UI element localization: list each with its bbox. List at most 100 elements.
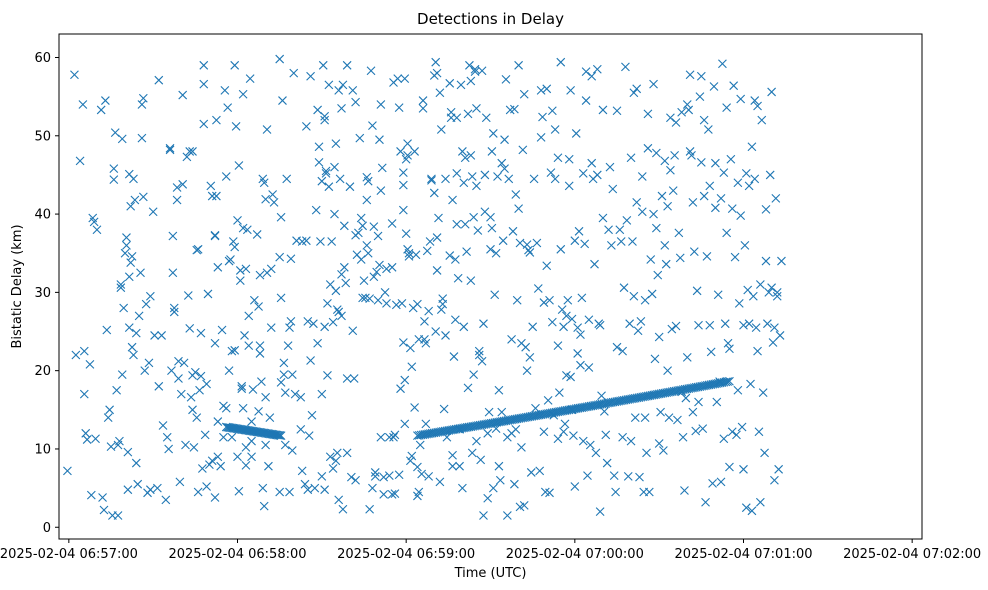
- data-point: [435, 477, 445, 487]
- track-point: [667, 387, 677, 397]
- track-point: [713, 378, 723, 388]
- data-point: [370, 471, 380, 481]
- data-point: [510, 479, 519, 489]
- track-point: [706, 380, 716, 389]
- data-point: [380, 287, 390, 297]
- data-point: [525, 248, 535, 257]
- data-point: [390, 489, 400, 498]
- data-point: [522, 366, 532, 376]
- chart-title: Detections in Delay: [417, 10, 564, 28]
- data-point: [750, 96, 760, 105]
- data-point: [213, 452, 223, 462]
- data-point: [376, 100, 386, 109]
- data-point: [688, 407, 698, 417]
- data-point: [681, 393, 691, 403]
- data-point: [355, 133, 365, 143]
- data-point: [713, 290, 723, 300]
- data-point: [216, 461, 226, 471]
- data-point: [512, 295, 522, 305]
- data-point: [394, 470, 404, 480]
- data-point: [643, 143, 653, 153]
- data-point: [730, 252, 740, 262]
- data-point: [105, 405, 114, 415]
- data-point: [462, 247, 471, 257]
- data-point: [567, 314, 577, 324]
- track-point: [634, 393, 644, 402]
- data-point: [398, 205, 408, 215]
- data-point: [244, 341, 254, 351]
- data-point: [122, 233, 131, 242]
- data-point: [186, 392, 196, 402]
- track-point: [686, 383, 696, 393]
- data-point: [733, 178, 743, 188]
- data-point: [545, 295, 554, 305]
- data-point: [257, 377, 266, 387]
- x-tick-label: 2025-02-04 07:02:00: [843, 547, 981, 562]
- data-point: [682, 352, 692, 362]
- data-point: [753, 346, 762, 356]
- track-point: [699, 381, 708, 391]
- data-point: [671, 321, 681, 331]
- data-point: [230, 345, 240, 355]
- data-point: [179, 358, 189, 368]
- data-point: [775, 331, 785, 340]
- data-point: [722, 228, 732, 238]
- data-point: [680, 486, 689, 495]
- data-point: [190, 367, 200, 377]
- track-point: [677, 385, 686, 395]
- data-point: [608, 184, 618, 194]
- data-point: [255, 270, 265, 280]
- data-point: [393, 74, 403, 84]
- data-point: [303, 316, 313, 326]
- data-point: [556, 244, 566, 254]
- data-point: [685, 70, 695, 80]
- data-point: [169, 307, 179, 317]
- data-point: [158, 421, 168, 430]
- data-point: [553, 341, 563, 351]
- data-point: [276, 212, 286, 222]
- data-point: [317, 471, 327, 481]
- data-point: [79, 389, 89, 399]
- data-point: [650, 354, 660, 364]
- data-point: [394, 103, 404, 112]
- data-point: [504, 174, 514, 184]
- track-point: [641, 391, 651, 401]
- data-point: [727, 204, 737, 213]
- data-point: [310, 483, 320, 493]
- data-point: [587, 71, 597, 81]
- data-point: [403, 150, 412, 160]
- data-point: [264, 461, 273, 471]
- data-point: [370, 468, 380, 477]
- track-point: [693, 382, 703, 392]
- data-point: [362, 195, 372, 205]
- data-point: [332, 305, 342, 314]
- data-point: [725, 462, 734, 472]
- data-point: [514, 60, 523, 70]
- data-point: [140, 366, 150, 376]
- data-point: [384, 432, 394, 442]
- data-point: [741, 168, 751, 178]
- data-point: [321, 166, 331, 176]
- data-point: [570, 236, 580, 246]
- data-point: [529, 174, 539, 184]
- data-point: [656, 407, 665, 417]
- data-point: [382, 298, 391, 308]
- data-point: [398, 168, 408, 177]
- data-point: [510, 104, 519, 114]
- data-point: [307, 410, 317, 420]
- data-point: [474, 346, 484, 356]
- data-point: [316, 237, 325, 246]
- data-point: [131, 328, 141, 338]
- data-point: [342, 374, 352, 383]
- data-point: [550, 174, 560, 184]
- track-point: [704, 380, 714, 390]
- data-point: [124, 323, 134, 332]
- data-point: [498, 236, 508, 246]
- track-point: [725, 376, 734, 386]
- data-point: [306, 71, 315, 81]
- data-point: [245, 74, 255, 84]
- y-tick-label: 0: [43, 521, 51, 536]
- data-point: [210, 493, 220, 502]
- data-point: [200, 430, 210, 440]
- data-point: [261, 392, 271, 402]
